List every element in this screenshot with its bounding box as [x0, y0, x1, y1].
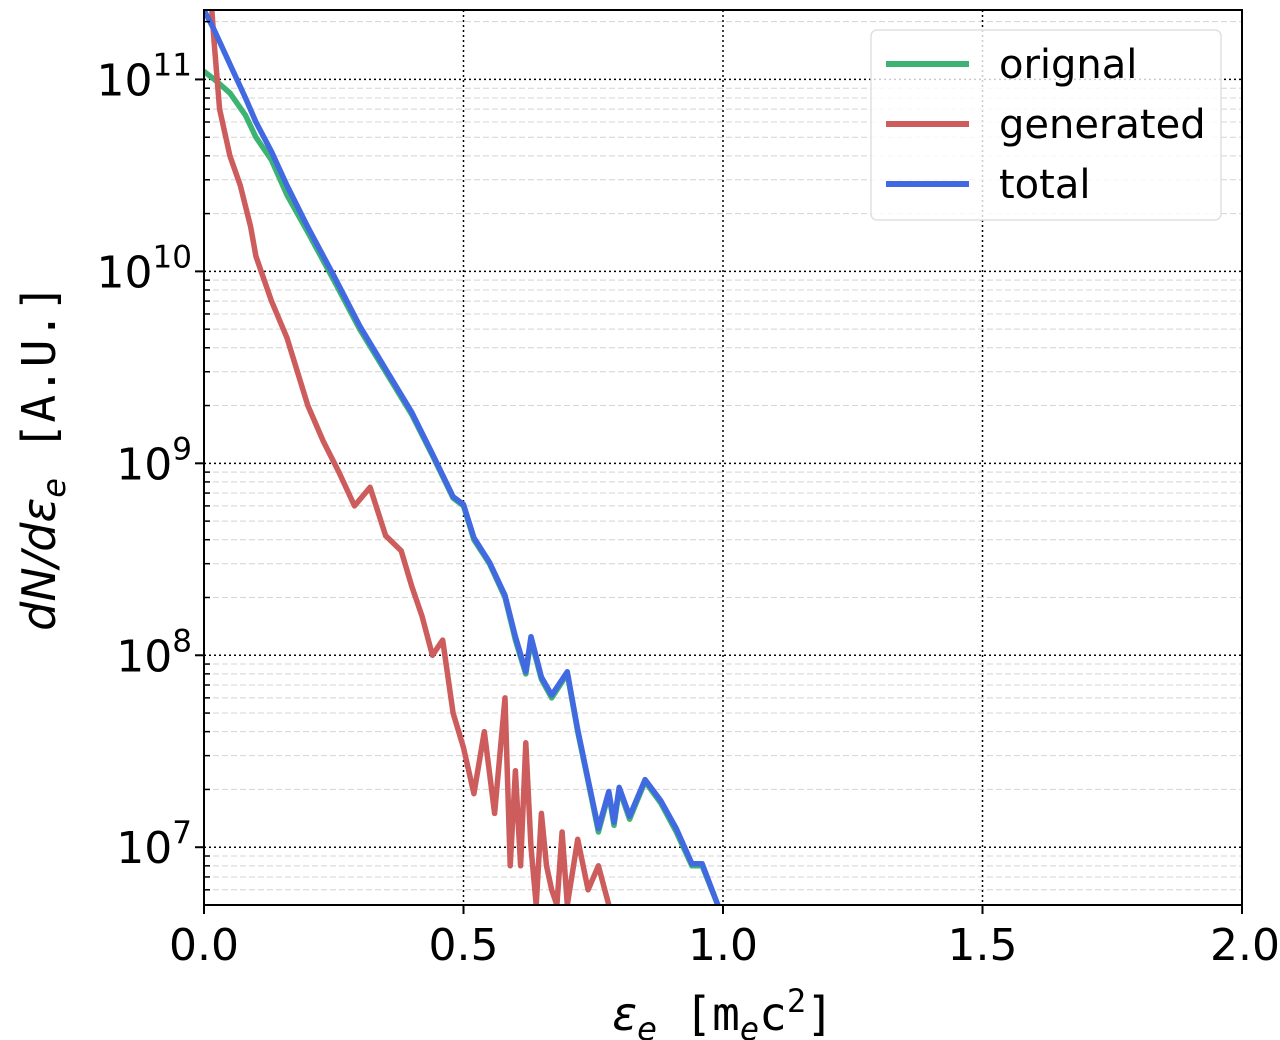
y-axis-label: dN/dεe [A.U.] [12, 284, 73, 631]
axis-ticks: 107 108 109 1010 1011 0.0 0.5 1.0 1.5 2.0 [97, 20, 1280, 971]
grid [204, 10, 1242, 906]
legend-label-orignal: orignal [999, 42, 1137, 88]
series-line-total [204, 10, 721, 905]
y-tick-label: 1011 [97, 47, 192, 106]
legend: orignal generated total [870, 29, 1222, 221]
y-tick-label: 1010 [97, 239, 192, 298]
x-tick-label: 1.0 [688, 920, 758, 971]
y-tick-label: 108 [116, 623, 192, 682]
x-axis-label: εe [mec2] [612, 982, 834, 1040]
series-group [204, 10, 721, 905]
legend-box [870, 29, 1222, 221]
series-line-orignal [204, 68, 721, 905]
series-line-generated [209, 10, 612, 905]
x-tick-label: 1.5 [948, 920, 1018, 971]
x-tick-label: 2.0 [1210, 920, 1280, 971]
y-tick-label: 109 [116, 431, 192, 490]
y-tick-label: 107 [116, 815, 192, 874]
legend-label-total: total [999, 162, 1090, 208]
x-tick-label: 0.0 [169, 920, 239, 971]
legend-label-generated: generated [999, 102, 1206, 148]
x-tick-label: 0.5 [429, 920, 499, 971]
